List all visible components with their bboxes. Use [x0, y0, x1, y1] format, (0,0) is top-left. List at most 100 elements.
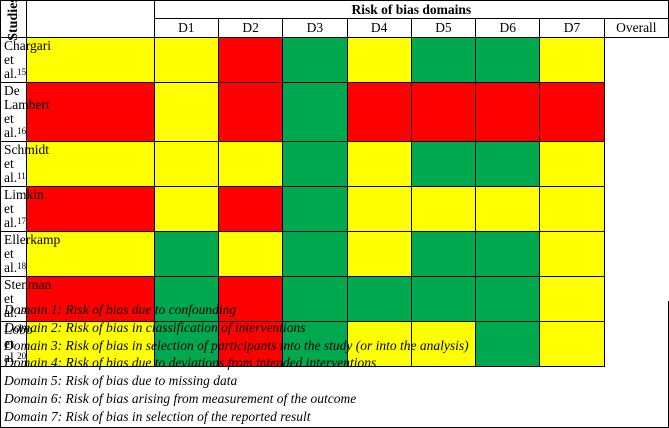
table-row: Stenman et al.19 [0, 276, 669, 322]
study-name-text: Chargari et al. [4, 38, 51, 81]
study-reference: 20 [17, 351, 27, 361]
rating-cell-yellow [346, 186, 412, 232]
rating-cell-yellow [153, 186, 219, 232]
study-reference: 19 [17, 306, 27, 316]
study-name: Schmidt et al.11 [0, 141, 49, 187]
study-name: Ellerkamp et al.18 [0, 231, 60, 277]
rating-cell-green [475, 37, 541, 83]
rating-cell-yellow [153, 141, 219, 187]
domain-header-d6: D6 [475, 18, 541, 38]
domain-legend-item: Domain 6: Risk of bias arising from meas… [4, 390, 357, 406]
table-row: Ellerkamp et al.18 [0, 231, 669, 277]
rating-cell-green [153, 276, 219, 322]
domain-legend-item: Domain 1: Risk of bias due to confoundin… [4, 302, 237, 317]
rating-cell-yellow [539, 37, 605, 83]
study-reference: 15 [17, 67, 27, 77]
domain-legend-item: Domain 5: Risk of bias due to missing da… [4, 373, 238, 389]
domain-header-overall: Overall [603, 18, 669, 38]
domain-header-row: D1 D2 D3 D4 D5 D6 D7 Overall [1, 18, 669, 38]
table-row: Schmidt et al.11 [0, 141, 669, 187]
rating-cell-green [346, 276, 412, 322]
studies-label: Studies [5, 0, 21, 41]
rating-cell-green [475, 231, 541, 277]
rating-cell-yellow [410, 321, 477, 367]
rating-cell-yellow [153, 82, 219, 142]
domain-legend-item: Domain 4: Risk of bias due to deviations… [4, 355, 377, 371]
domain-header-d3: D3 [282, 18, 348, 38]
studies-label-cell: Studies [0, 0, 28, 41]
rating-cell-yellow [346, 37, 412, 83]
domain-legend-item: Domain 3: Risk of bias in selection of p… [4, 337, 469, 353]
rating-cell-yellow [26, 37, 155, 83]
rating-cell-yellow [539, 186, 605, 232]
rating-cell-green [410, 231, 477, 277]
rating-cell-red [26, 186, 155, 232]
rating-cell-red [217, 82, 284, 142]
domain-header-d2: D2 [217, 18, 284, 38]
rating-cell-yellow [217, 141, 284, 187]
rating-cell-green [282, 276, 348, 322]
domain-legend: Domain 1: Risk of bias due to confoundin… [0, 301, 669, 428]
study-reference: 16 [17, 126, 27, 136]
rating-cell-red [346, 82, 412, 142]
rating-cell-green [475, 276, 541, 322]
rating-cell-red [475, 82, 541, 142]
domain-header-d5: D5 [410, 18, 477, 38]
rating-cell-green [282, 37, 348, 83]
rating-cell-yellow [26, 321, 155, 367]
table-row: Limkin et al.17 [0, 186, 669, 232]
rating-cell-green [282, 231, 348, 277]
rating-cell-green [282, 186, 348, 232]
domain-header-d4: D4 [346, 18, 412, 38]
study-name: De Lambert et al.16 [0, 82, 50, 142]
rating-cell-green [153, 321, 219, 367]
rating-cell-yellow [539, 141, 605, 187]
study-name-text: Lobo et al. [4, 322, 33, 365]
domain-legend-item: Domain 7: Risk of bias in selection of t… [4, 408, 311, 424]
rating-cell-yellow [475, 186, 541, 232]
rating-cell-red [217, 321, 284, 367]
study-name: Chargari et al.15 [0, 37, 51, 83]
rating-cell-yellow [26, 231, 155, 277]
study-name-text: De Lambert et al. [4, 83, 50, 140]
rating-cell-yellow [539, 321, 605, 367]
rating-cell-red [539, 82, 605, 142]
study-name-text: Limkin et al. [4, 187, 44, 230]
rating-cell-green [410, 37, 477, 83]
table-row: De Lambert et al.16 [0, 82, 669, 142]
study-name: Limkin et al.17 [0, 186, 44, 232]
study-name-text: Schmidt et al. [4, 142, 50, 185]
rating-cell-yellow [539, 276, 605, 322]
rating-cell-green [282, 82, 348, 142]
study-name: Stenman et al.19 [0, 276, 51, 322]
risk-of-bias-table: Studies Risk of bias domains D1 D2 D3 D4 D5 D… [0, 0, 669, 367]
table-row: Chargari et al.15 [0, 37, 669, 83]
rating-cell-red [26, 276, 155, 322]
rating-cell-green [410, 141, 477, 187]
study-reference: 18 [17, 261, 27, 271]
rating-cell-green [282, 141, 348, 187]
table-row: Lobo et al.20 [0, 321, 669, 367]
rating-cell-green [282, 321, 348, 367]
domain-header-d1: D1 [153, 18, 219, 38]
empty-header-cell [26, 0, 155, 38]
domain-header-d7: D7 [539, 18, 605, 38]
rating-cell-red [217, 186, 284, 232]
study-reference: 11 [17, 171, 26, 181]
study-name: Lobo et al.20 [0, 321, 33, 367]
rating-cell-yellow [217, 231, 284, 277]
rating-cell-yellow [346, 141, 412, 187]
rating-cell-yellow [26, 141, 155, 187]
rating-cell-yellow [410, 186, 477, 232]
rating-cell-red [26, 82, 155, 142]
rating-cell-red [410, 82, 477, 142]
rating-cell-green [475, 141, 541, 187]
rating-cell-green [153, 231, 219, 277]
study-reference: 17 [17, 216, 27, 226]
rating-cell-red [217, 37, 284, 83]
rating-cell-yellow [153, 37, 219, 83]
domains-title: Risk of bias domains [153, 0, 669, 19]
study-name-text: Stenman et al. [4, 277, 52, 320]
rating-cell-yellow [539, 231, 605, 277]
rating-cell-yellow [346, 231, 412, 277]
